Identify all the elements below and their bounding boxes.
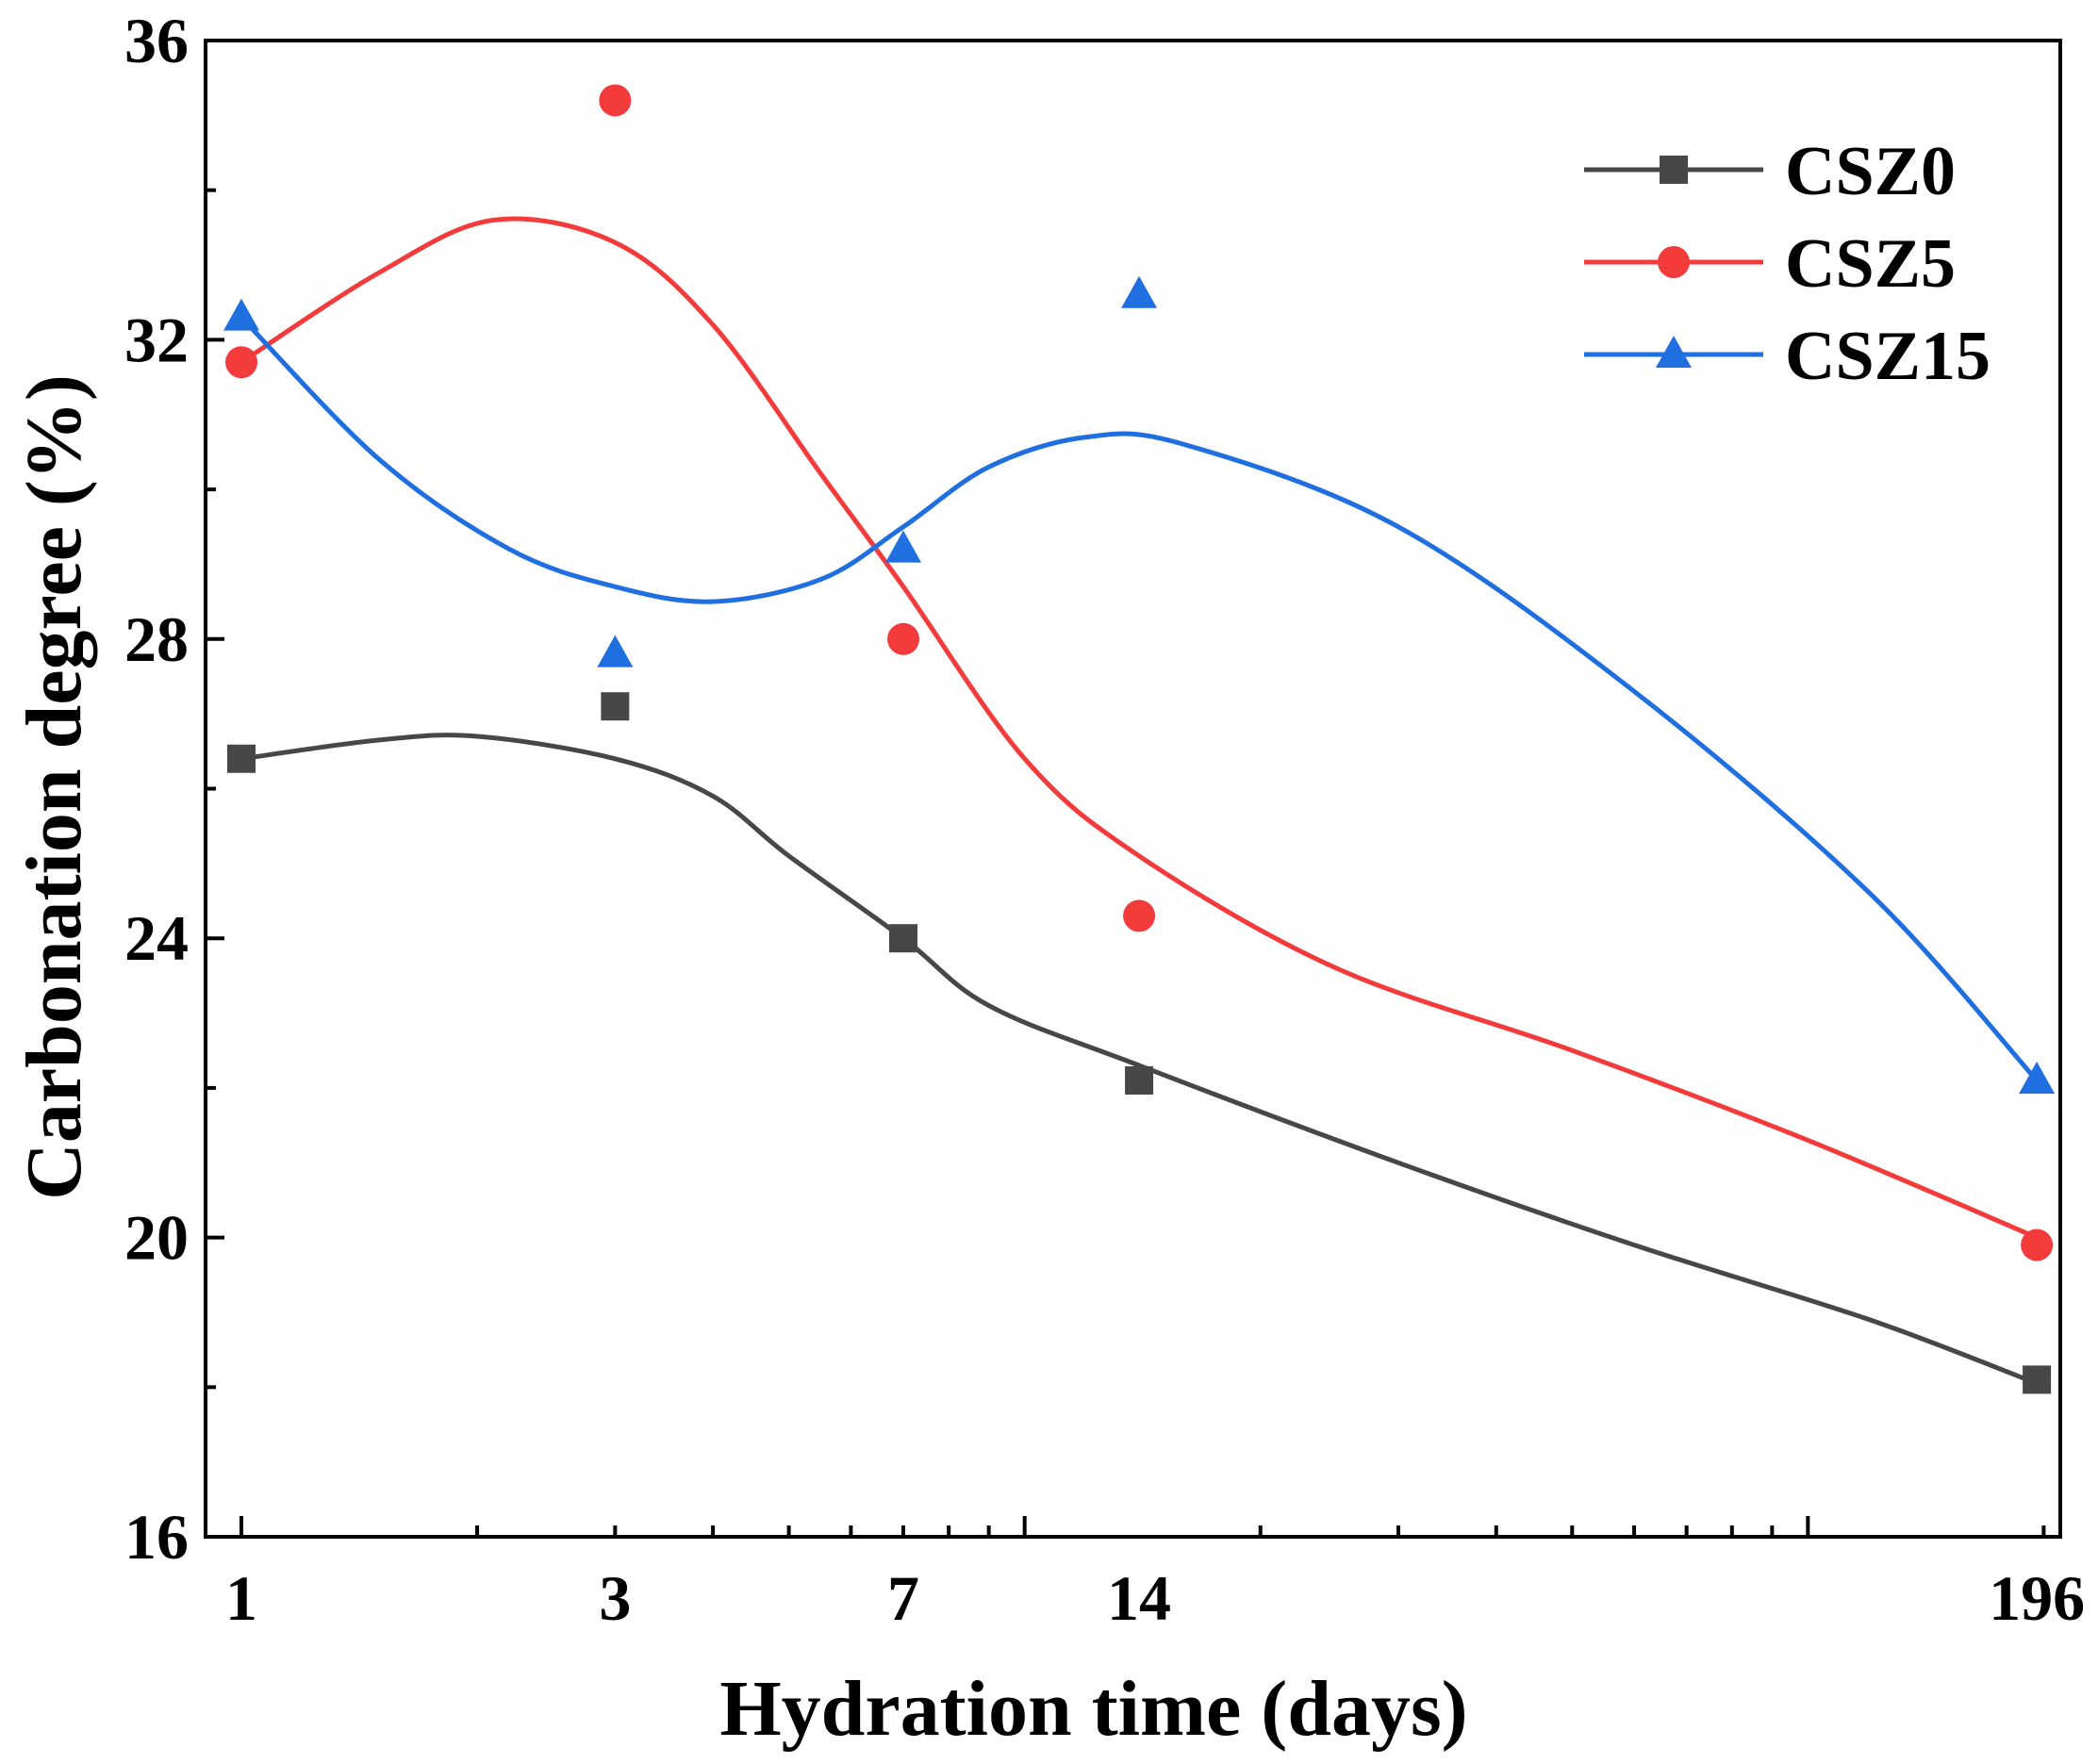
point-csz0-3 bbox=[601, 692, 630, 721]
point-csz5-14 bbox=[1123, 899, 1156, 932]
point-csz15-14 bbox=[1121, 275, 1158, 308]
fit-lines bbox=[240, 216, 2039, 1386]
y-axis: 16 20 24 28 32 36 bbox=[124, 5, 224, 1573]
point-csz15-7 bbox=[885, 530, 922, 563]
point-csz5-196 bbox=[2021, 1228, 2054, 1261]
x-tick-label: 196 bbox=[1989, 1562, 2085, 1634]
point-csz5-3 bbox=[599, 84, 632, 117]
point-csz15-196 bbox=[2019, 1061, 2056, 1094]
legend-label-csz0: CSZ0 bbox=[1785, 133, 1956, 210]
y-tick-label: 28 bbox=[124, 603, 189, 675]
y-tick-label: 20 bbox=[124, 1202, 189, 1274]
x-tick-label: 7 bbox=[887, 1562, 919, 1634]
y-tick-label: 24 bbox=[124, 902, 189, 974]
legend-marker-csz5 bbox=[1658, 246, 1690, 278]
x-tick-label: 3 bbox=[599, 1562, 631, 1634]
y-tick-label: 16 bbox=[124, 1501, 189, 1573]
y-tick-label: 32 bbox=[124, 304, 189, 375]
legend: CSZ0 CSZ5 CSZ15 bbox=[1584, 133, 1991, 395]
legend-marker-csz0 bbox=[1660, 156, 1688, 184]
point-csz5-1 bbox=[225, 346, 258, 379]
point-csz0-7 bbox=[889, 924, 918, 953]
series-line-csz15 bbox=[240, 315, 2039, 1082]
legend-label-csz5: CSZ5 bbox=[1785, 225, 1956, 303]
x-axis: 1 3 7 14 196 bbox=[225, 1516, 2085, 1634]
plot-border bbox=[204, 39, 2062, 1539]
point-csz0-14 bbox=[1125, 1065, 1154, 1095]
series-line-csz5 bbox=[240, 216, 2039, 1240]
plot-frame bbox=[204, 39, 2062, 1539]
x-tick-label: 1 bbox=[225, 1562, 257, 1634]
series-line-csz0 bbox=[240, 733, 2038, 1386]
point-csz0-1 bbox=[227, 744, 256, 773]
point-csz5-7 bbox=[887, 622, 920, 655]
point-csz0-196 bbox=[2023, 1365, 2052, 1394]
legend-label-csz15: CSZ15 bbox=[1785, 318, 1991, 395]
markers bbox=[223, 84, 2056, 1394]
point-csz15-1 bbox=[223, 298, 260, 331]
x-axis-title: Hydration time (days) bbox=[719, 1665, 1467, 1753]
x-tick-label: 14 bbox=[1107, 1562, 1171, 1634]
y-axis-title: Carbonation degree (%) bbox=[10, 374, 98, 1200]
legend-marker-csz15 bbox=[1656, 336, 1692, 368]
point-csz15-3 bbox=[597, 635, 634, 668]
y-tick-label: 36 bbox=[124, 5, 189, 76]
